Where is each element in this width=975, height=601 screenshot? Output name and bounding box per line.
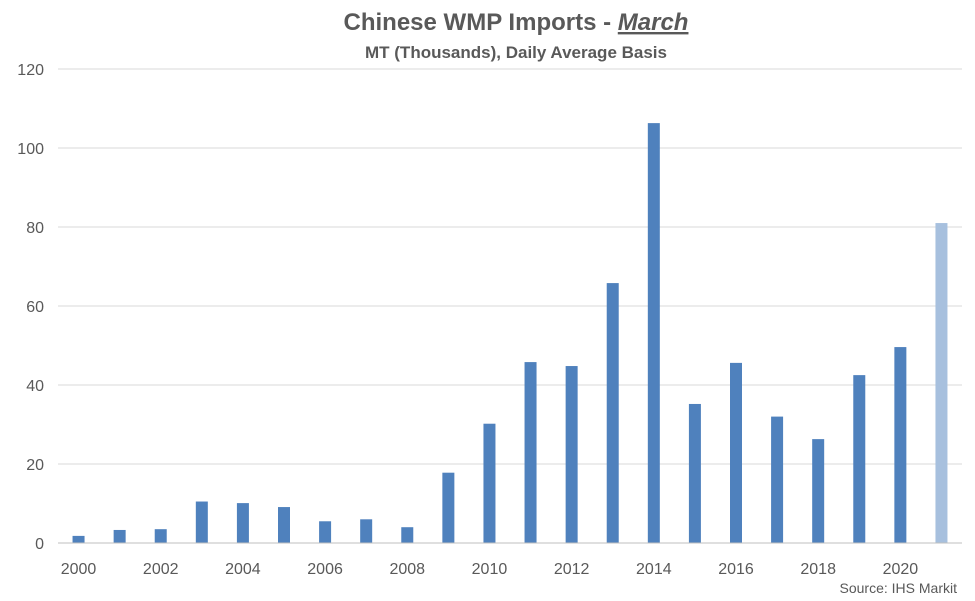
bar-2015: [688, 403, 701, 543]
x-tick-label: 2004: [225, 561, 261, 578]
source-note: Source: IHS Markit: [840, 580, 958, 596]
chart-title-text: Chinese WMP Imports -: [344, 9, 618, 36]
bar-2019: [853, 375, 866, 543]
gridlines: [58, 68, 962, 465]
y-tick-label: 100: [17, 141, 44, 158]
bar-2021: [935, 223, 948, 544]
y-tick-label: 80: [26, 220, 44, 237]
bar-2007: [360, 519, 373, 543]
x-tick-label: 2014: [636, 561, 672, 578]
x-tick-label: 2002: [143, 561, 179, 578]
chart-title: Chinese WMP Imports - March: [344, 9, 689, 36]
bar-2002: [154, 529, 167, 543]
bar-2020: [894, 347, 907, 543]
x-tick-label: 2012: [554, 561, 590, 578]
bar-2018: [812, 439, 825, 543]
bar-2000: [72, 535, 85, 543]
bar-2005: [278, 507, 290, 543]
x-tick-label: 2010: [472, 561, 508, 578]
bar-2010: [483, 423, 496, 543]
bar-2012: [565, 366, 578, 543]
chart-subtitle: MT (Thousands), Daily Average Basis: [365, 43, 667, 62]
x-tick-label: 2018: [800, 561, 836, 578]
y-tick-label: 60: [26, 299, 44, 316]
bar-2004: [236, 503, 249, 543]
bar-2016: [730, 362, 742, 543]
bar-2006: [319, 521, 332, 543]
y-tick-label: 40: [26, 378, 44, 395]
bar-2011: [524, 362, 537, 543]
x-axis-ticks: 2000 2002 2004 2006 2008 2010 2012 2014 2016 2018…: [61, 561, 919, 578]
y-tick-label: 20: [26, 457, 44, 474]
bar-2017: [771, 416, 784, 543]
x-tick-label: 2000: [61, 561, 97, 578]
bar-2001: [113, 529, 126, 543]
y-axis-ticks: 0 20 40 60 80 100 120: [17, 62, 44, 553]
x-tick-label: 2008: [389, 561, 425, 578]
x-tick-label: 2006: [307, 561, 343, 578]
bar-2013: [606, 283, 619, 543]
x-tick-label: 2016: [718, 561, 754, 578]
bars: [72, 123, 948, 544]
bar-2003: [195, 501, 208, 543]
bar-2014: [647, 123, 660, 544]
bar-2008: [401, 527, 414, 543]
y-tick-label: 0: [35, 536, 44, 553]
y-tick-label: 120: [17, 62, 44, 79]
x-tick-label: 2020: [883, 561, 919, 578]
bar-2009: [442, 472, 455, 543]
chart-title-emphasis: March: [618, 9, 689, 36]
